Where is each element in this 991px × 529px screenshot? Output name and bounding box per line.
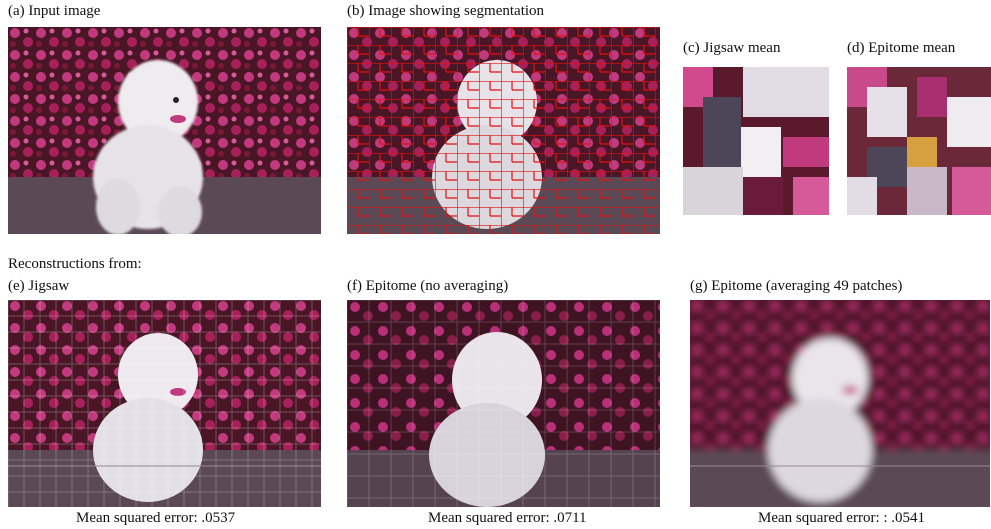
caption-epitome-averaging: (g) Epitome (averaging 49 patches) (690, 278, 903, 294)
caption-input-image: (a) Input image (8, 3, 101, 19)
caption-epitome-mean: (d) Epitome mean (847, 40, 956, 56)
reconstructions-header: Reconstructions from: (8, 256, 142, 272)
caption-jigsaw: (e) Jigsaw (8, 278, 70, 294)
caption-epitome-no-averaging: (f) Epitome (no averaging) (347, 278, 509, 294)
caption-jigsaw-mean: (c) Jigsaw mean (683, 40, 781, 56)
input-image (8, 27, 321, 234)
jigsaw-mean-image (683, 67, 829, 215)
jigsaw-reconstruction-image (8, 300, 321, 507)
caption-segmentation: (b) Image showing segmentation (347, 3, 545, 19)
error-epitome-averaging: Mean squared error: : .0541 (758, 510, 926, 526)
segmentation-image (347, 27, 660, 234)
epitome-no-averaging-image (347, 300, 660, 507)
error-jigsaw: Mean squared error: .0537 (76, 510, 236, 526)
epitome-mean-image (847, 67, 991, 215)
epitome-averaging-image (690, 300, 990, 507)
error-epitome-no-averaging: Mean squared error: .0711 (428, 510, 587, 526)
